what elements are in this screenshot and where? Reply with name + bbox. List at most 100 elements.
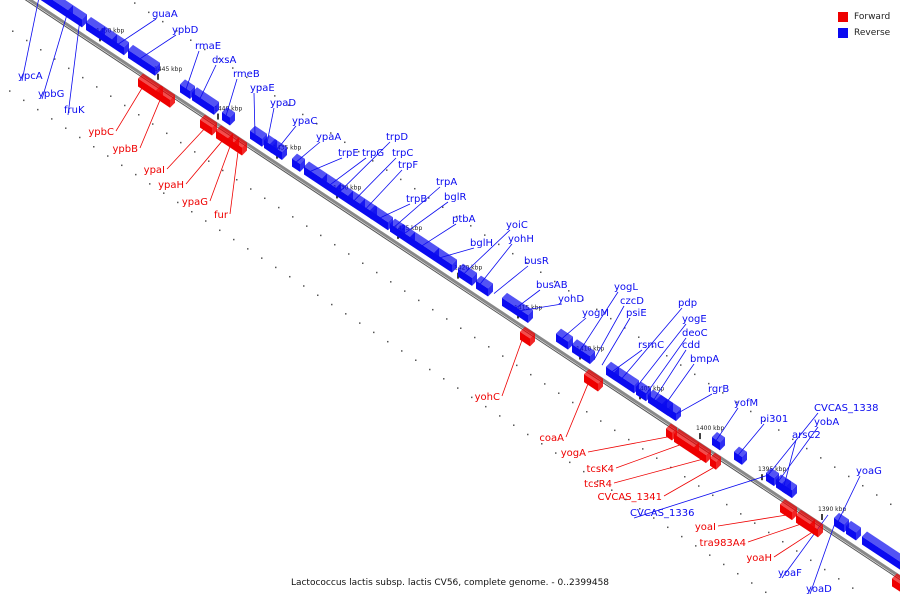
guide-dot bbox=[177, 201, 179, 204]
leader-line bbox=[633, 474, 769, 519]
guide-dot bbox=[23, 99, 25, 102]
forward-gene-block bbox=[584, 369, 603, 392]
guide-dot bbox=[695, 545, 697, 547]
guide-dot bbox=[484, 234, 486, 236]
leader-line bbox=[593, 305, 625, 361]
guide-dot bbox=[736, 401, 738, 403]
reverse-gene-label: ypaE bbox=[250, 83, 275, 94]
guide-dot bbox=[838, 578, 840, 580]
guide-dot bbox=[68, 67, 70, 70]
guide-dot bbox=[274, 95, 276, 97]
leader-line bbox=[41, 10, 69, 100]
guide-dot bbox=[638, 336, 640, 338]
guide-dot bbox=[387, 340, 389, 343]
guide-dot bbox=[499, 415, 501, 417]
forward-gene-block bbox=[780, 499, 797, 521]
guide-dot bbox=[474, 336, 476, 339]
reverse-gene-label: trpG bbox=[362, 148, 384, 159]
guide-dot bbox=[628, 438, 630, 441]
reverse-gene-block bbox=[734, 446, 747, 465]
leader-line bbox=[675, 393, 713, 415]
leader-line bbox=[579, 291, 619, 351]
guide-dot bbox=[516, 364, 518, 367]
forward-gene-label: fur bbox=[214, 210, 229, 221]
leader-line bbox=[601, 317, 631, 366]
reverse-gene-label: dxsA bbox=[212, 55, 236, 66]
guide-dot bbox=[446, 318, 448, 320]
reverse-gene-block bbox=[662, 398, 681, 422]
guide-dot bbox=[792, 438, 794, 441]
forward-gene-block bbox=[156, 85, 175, 108]
forward-gene-block bbox=[200, 114, 217, 136]
guide-dot bbox=[768, 531, 770, 534]
forward-gene-label: tcsR4 bbox=[584, 479, 612, 490]
guide-dot bbox=[513, 424, 515, 426]
guide-dot bbox=[806, 447, 808, 450]
guide-dot bbox=[344, 141, 346, 144]
guide-dot bbox=[751, 582, 753, 584]
guide-dot bbox=[582, 299, 584, 301]
leader-line bbox=[837, 475, 861, 522]
reverse-gene-label: ptbA bbox=[452, 214, 476, 225]
leader-line bbox=[621, 307, 683, 379]
leader-line bbox=[229, 151, 239, 215]
reverse-gene-label: ypbD bbox=[172, 25, 199, 36]
ruler-label: 1435 kbp bbox=[273, 145, 301, 152]
leader-line bbox=[717, 514, 787, 527]
legend-item-forward: Forward bbox=[838, 9, 890, 25]
reverse-gene-label: yoaG bbox=[856, 466, 882, 477]
reverse-gene-block bbox=[476, 275, 493, 297]
guide-dot bbox=[586, 411, 588, 413]
reverse-gene-label: ypaC bbox=[292, 116, 317, 127]
guide-dot bbox=[708, 382, 710, 385]
guide-dot bbox=[376, 271, 378, 274]
reverse-gene-label: yogM bbox=[582, 308, 609, 319]
reverse-gene-block bbox=[222, 107, 235, 126]
gene-labels: guaA ypbD rmaE dxsA rmeB ypaE ypaD ypaC ypaA trpE… bbox=[18, 9, 882, 595]
leader-line bbox=[209, 146, 231, 202]
guide-dot bbox=[681, 535, 683, 538]
reverse-gene-label: yoaD bbox=[806, 584, 832, 595]
guide-dot bbox=[260, 85, 262, 88]
guide-dot bbox=[568, 290, 570, 292]
forward-gene-label: ypbC bbox=[88, 127, 114, 138]
reverse-gene-label: fruK bbox=[64, 105, 85, 116]
guide-dot bbox=[583, 470, 585, 473]
reverse-gene-label: trpF bbox=[398, 160, 418, 171]
guide-dot bbox=[750, 410, 752, 413]
reverse-gene-label: rmeB bbox=[233, 69, 260, 80]
leader-line bbox=[501, 339, 523, 397]
guide-dot bbox=[148, 11, 150, 14]
forward-gene-block bbox=[520, 326, 535, 347]
guide-dot bbox=[320, 234, 322, 237]
leader-line bbox=[339, 141, 391, 192]
guide-dot bbox=[765, 591, 767, 594]
leader-line bbox=[139, 99, 161, 149]
guide-dot bbox=[9, 90, 11, 92]
guide-dot bbox=[306, 225, 308, 227]
leader-line bbox=[21, 0, 39, 82]
guide-dot bbox=[288, 104, 290, 106]
reverse-gene-label: yohD bbox=[558, 294, 584, 305]
reverse-gene-label: rmaE bbox=[195, 41, 221, 52]
guide-dot bbox=[414, 187, 416, 190]
guide-dot bbox=[317, 294, 319, 297]
guide-dot bbox=[247, 248, 249, 250]
guide-dot bbox=[656, 457, 658, 459]
forward-gene-block bbox=[234, 137, 247, 156]
leader-line bbox=[587, 436, 669, 453]
guide-dot bbox=[96, 86, 98, 88]
guide-dot bbox=[684, 476, 686, 478]
guide-dot bbox=[348, 253, 350, 255]
legend-item-reverse: Reverse bbox=[838, 25, 890, 41]
leader-line bbox=[613, 459, 703, 484]
guide-dot bbox=[852, 587, 854, 589]
guide-dot bbox=[208, 160, 210, 162]
ruler-label: 1390 kbp bbox=[818, 506, 846, 513]
guide-dot bbox=[512, 252, 514, 255]
reverse-gene-label: yohH bbox=[508, 234, 534, 245]
guide-dot bbox=[596, 308, 598, 311]
reverse-gene-block bbox=[458, 263, 477, 286]
reverse-gene-label: cdd bbox=[682, 340, 700, 351]
reverse-gene-block bbox=[112, 34, 129, 56]
